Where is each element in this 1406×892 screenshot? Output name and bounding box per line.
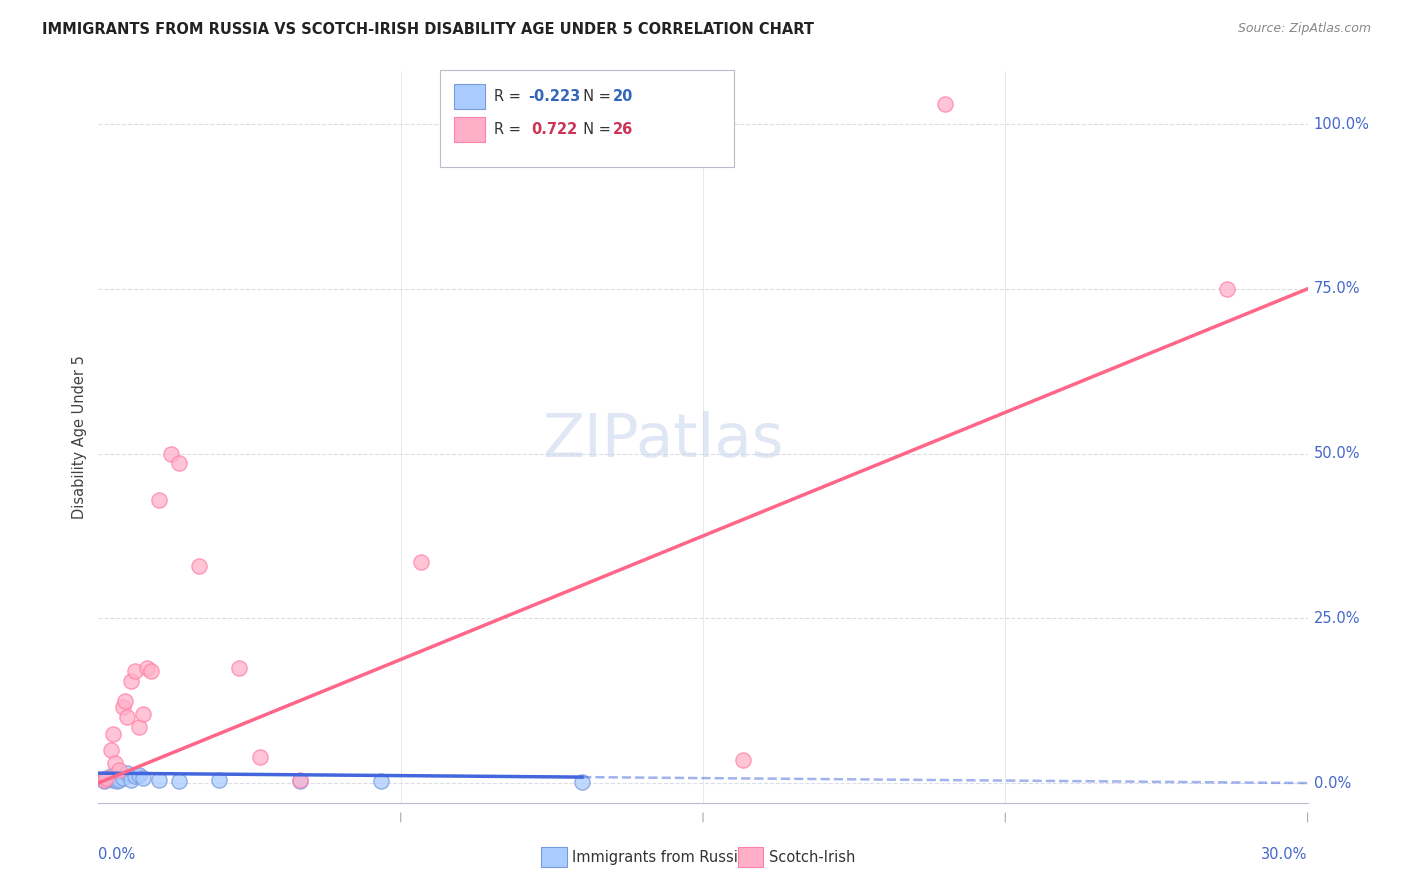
Text: N =: N = [574,89,616,103]
Point [188,558,211,573]
Point [105,774,128,789]
Point [733,753,755,767]
Point [100,769,122,783]
Point [115,766,138,780]
Point [101,773,124,788]
Point [167,774,190,789]
Point [167,457,190,471]
Point [96,772,118,787]
Text: IMMIGRANTS FROM RUSSIA VS SCOTCH-IRISH DISABILITY AGE UNDER 5 CORRELATION CHART: IMMIGRANTS FROM RUSSIA VS SCOTCH-IRISH D… [42,22,814,37]
Point [107,772,129,787]
Point [100,743,122,757]
Text: 20: 20 [613,89,633,103]
Point [93,774,115,789]
Text: 25.0%: 25.0% [1313,611,1360,626]
Point [114,693,136,707]
Point [288,772,311,787]
Text: 30.0%: 30.0% [1261,847,1308,862]
Point [101,726,124,740]
Text: R =: R = [494,89,524,103]
Y-axis label: Disability Age Under 5: Disability Age Under 5 [72,355,87,519]
Text: 26: 26 [613,122,633,136]
Point [132,706,155,721]
Point [97,771,120,785]
Point [249,749,271,764]
Point [124,664,146,678]
Text: 50.0%: 50.0% [1313,446,1360,461]
Text: Scotch-Irish: Scotch-Irish [769,850,855,864]
Point [208,773,231,788]
Point [103,772,125,786]
Point [132,771,155,785]
Point [160,446,183,460]
Point [370,774,392,789]
Point [139,664,162,678]
Text: 0.0%: 0.0% [1313,775,1351,790]
Point [228,661,250,675]
Point [148,492,170,507]
Point [120,673,142,688]
Text: ZIPatlas: ZIPatlas [541,411,783,470]
Point [93,773,115,788]
Point [1216,282,1239,296]
Point [288,774,311,789]
Point [128,768,150,782]
Text: Source: ZipAtlas.com: Source: ZipAtlas.com [1237,22,1371,36]
Point [409,555,432,569]
Point [120,772,142,787]
Text: 75.0%: 75.0% [1313,281,1360,296]
Text: R =: R = [494,122,530,136]
Point [107,763,129,777]
Point [103,756,125,771]
Point [111,700,134,714]
Point [111,771,134,785]
Point [571,774,593,789]
Point [128,720,150,734]
Text: 0.722: 0.722 [531,122,578,136]
Text: N =: N = [574,122,616,136]
Point [135,661,157,675]
Text: -0.223: -0.223 [529,89,581,103]
Point [96,771,118,785]
Point [115,710,138,724]
Text: 100.0%: 100.0% [1313,117,1369,132]
Text: Immigrants from Russia: Immigrants from Russia [572,850,747,864]
Point [124,769,146,783]
Text: 0.0%: 0.0% [98,847,135,862]
Point [934,97,956,112]
Point [148,772,170,787]
